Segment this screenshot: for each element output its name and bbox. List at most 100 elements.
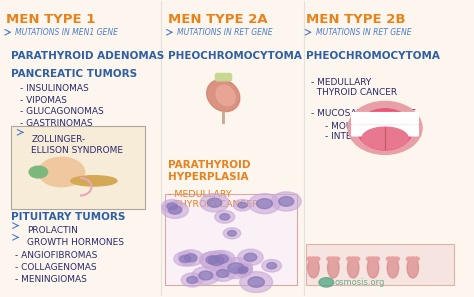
Text: MEN TYPE 2A: MEN TYPE 2A	[168, 13, 267, 26]
Circle shape	[167, 203, 177, 210]
Circle shape	[238, 249, 263, 265]
Circle shape	[206, 256, 219, 264]
Circle shape	[239, 266, 248, 272]
Text: MUTATIONS IN MEN1 GENE: MUTATIONS IN MEN1 GENE	[15, 28, 118, 37]
Circle shape	[334, 257, 340, 260]
Circle shape	[267, 263, 277, 269]
Text: PARATHYROID ADENOMAS: PARATHYROID ADENOMAS	[10, 51, 164, 61]
Ellipse shape	[71, 176, 117, 186]
FancyBboxPatch shape	[215, 73, 232, 81]
Circle shape	[223, 228, 241, 239]
Circle shape	[207, 198, 222, 207]
Circle shape	[233, 264, 252, 277]
Ellipse shape	[407, 257, 419, 278]
Circle shape	[228, 230, 237, 236]
Text: - MOUTH: - MOUTH	[325, 122, 365, 131]
Ellipse shape	[362, 127, 408, 149]
Circle shape	[184, 254, 197, 262]
Circle shape	[240, 272, 273, 293]
Circle shape	[235, 264, 253, 275]
Circle shape	[350, 257, 356, 260]
Circle shape	[200, 194, 229, 212]
Circle shape	[346, 257, 352, 260]
Circle shape	[168, 206, 182, 214]
Circle shape	[271, 192, 301, 211]
Circle shape	[228, 263, 244, 273]
Text: - INTESTINE: - INTESTINE	[325, 132, 378, 141]
Circle shape	[215, 255, 228, 263]
Circle shape	[370, 257, 376, 260]
Circle shape	[201, 251, 231, 270]
Circle shape	[249, 194, 280, 214]
Text: osmosis.org: osmosis.org	[334, 278, 384, 287]
Text: PANCREATIC TUMORS: PANCREATIC TUMORS	[10, 69, 137, 79]
Text: - MUCOSAL NEUROMAS: - MUCOSAL NEUROMAS	[311, 109, 416, 118]
Circle shape	[209, 256, 224, 266]
Circle shape	[262, 260, 282, 272]
Circle shape	[386, 257, 392, 260]
FancyBboxPatch shape	[352, 113, 419, 124]
Circle shape	[279, 197, 294, 206]
Circle shape	[219, 257, 253, 279]
Circle shape	[208, 250, 235, 268]
Ellipse shape	[328, 257, 339, 278]
Bar	[10, 127, 145, 209]
Circle shape	[200, 252, 225, 268]
Text: - ANGIOFIBROMAS: - ANGIOFIBROMAS	[15, 252, 98, 260]
Circle shape	[244, 253, 257, 261]
Bar	[165, 194, 297, 285]
Circle shape	[314, 257, 320, 260]
Circle shape	[180, 255, 191, 263]
Circle shape	[410, 257, 416, 260]
Ellipse shape	[207, 80, 240, 112]
Text: MUTATIONS IN RET GENE: MUTATIONS IN RET GENE	[177, 28, 273, 37]
Circle shape	[38, 157, 84, 187]
Text: MEN TYPE 2B: MEN TYPE 2B	[307, 13, 406, 26]
Text: - MENINGIOMAS: - MENINGIOMAS	[15, 275, 87, 284]
Text: PHEOCHROMOCYTOMA: PHEOCHROMOCYTOMA	[307, 51, 440, 61]
Circle shape	[233, 199, 252, 211]
Text: - COLLAGENOMAS: - COLLAGENOMAS	[15, 263, 97, 272]
Ellipse shape	[367, 257, 379, 278]
Circle shape	[390, 257, 396, 260]
Bar	[307, 244, 455, 285]
Text: - MEDULLARY
  THYROID CANCER: - MEDULLARY THYROID CANCER	[311, 78, 397, 97]
Ellipse shape	[357, 109, 413, 150]
Circle shape	[330, 257, 336, 260]
FancyBboxPatch shape	[352, 125, 419, 136]
Text: - GASTRINOMAS: - GASTRINOMAS	[20, 119, 92, 128]
Circle shape	[310, 257, 316, 260]
Text: - VIPOMAS: - VIPOMAS	[20, 96, 67, 105]
Circle shape	[237, 268, 247, 274]
Text: PHEOCHROMOCYTOMA: PHEOCHROMOCYTOMA	[168, 51, 301, 61]
Circle shape	[181, 273, 203, 287]
Circle shape	[220, 214, 230, 220]
Text: MUTATIONS IN RET GENE: MUTATIONS IN RET GENE	[316, 28, 411, 37]
Text: MEN TYPE 1: MEN TYPE 1	[6, 13, 95, 26]
Text: ZOLLINGER-
ELLISON SYNDROME: ZOLLINGER- ELLISON SYNDROME	[31, 135, 123, 155]
Text: - GLUCAGONOMAS: - GLUCAGONOMAS	[20, 107, 104, 116]
Circle shape	[394, 257, 400, 260]
Ellipse shape	[387, 257, 399, 278]
Circle shape	[187, 277, 198, 284]
Circle shape	[256, 199, 273, 209]
Circle shape	[174, 252, 197, 266]
Text: PROLACTIN: PROLACTIN	[27, 227, 78, 236]
Circle shape	[327, 257, 332, 260]
Circle shape	[354, 257, 360, 260]
Circle shape	[215, 211, 235, 223]
Circle shape	[307, 257, 312, 260]
Circle shape	[319, 278, 334, 287]
Ellipse shape	[347, 257, 359, 278]
Circle shape	[199, 271, 213, 280]
Circle shape	[217, 269, 229, 277]
Circle shape	[374, 257, 380, 260]
Ellipse shape	[348, 101, 422, 154]
Circle shape	[162, 201, 188, 218]
Circle shape	[406, 257, 412, 260]
Text: PARATHYROID
HYPERPLASIA: PARATHYROID HYPERPLASIA	[168, 160, 250, 182]
Circle shape	[192, 267, 220, 285]
Circle shape	[162, 200, 182, 213]
Text: GROWTH HORMONES: GROWTH HORMONES	[27, 238, 124, 247]
Circle shape	[366, 257, 372, 260]
